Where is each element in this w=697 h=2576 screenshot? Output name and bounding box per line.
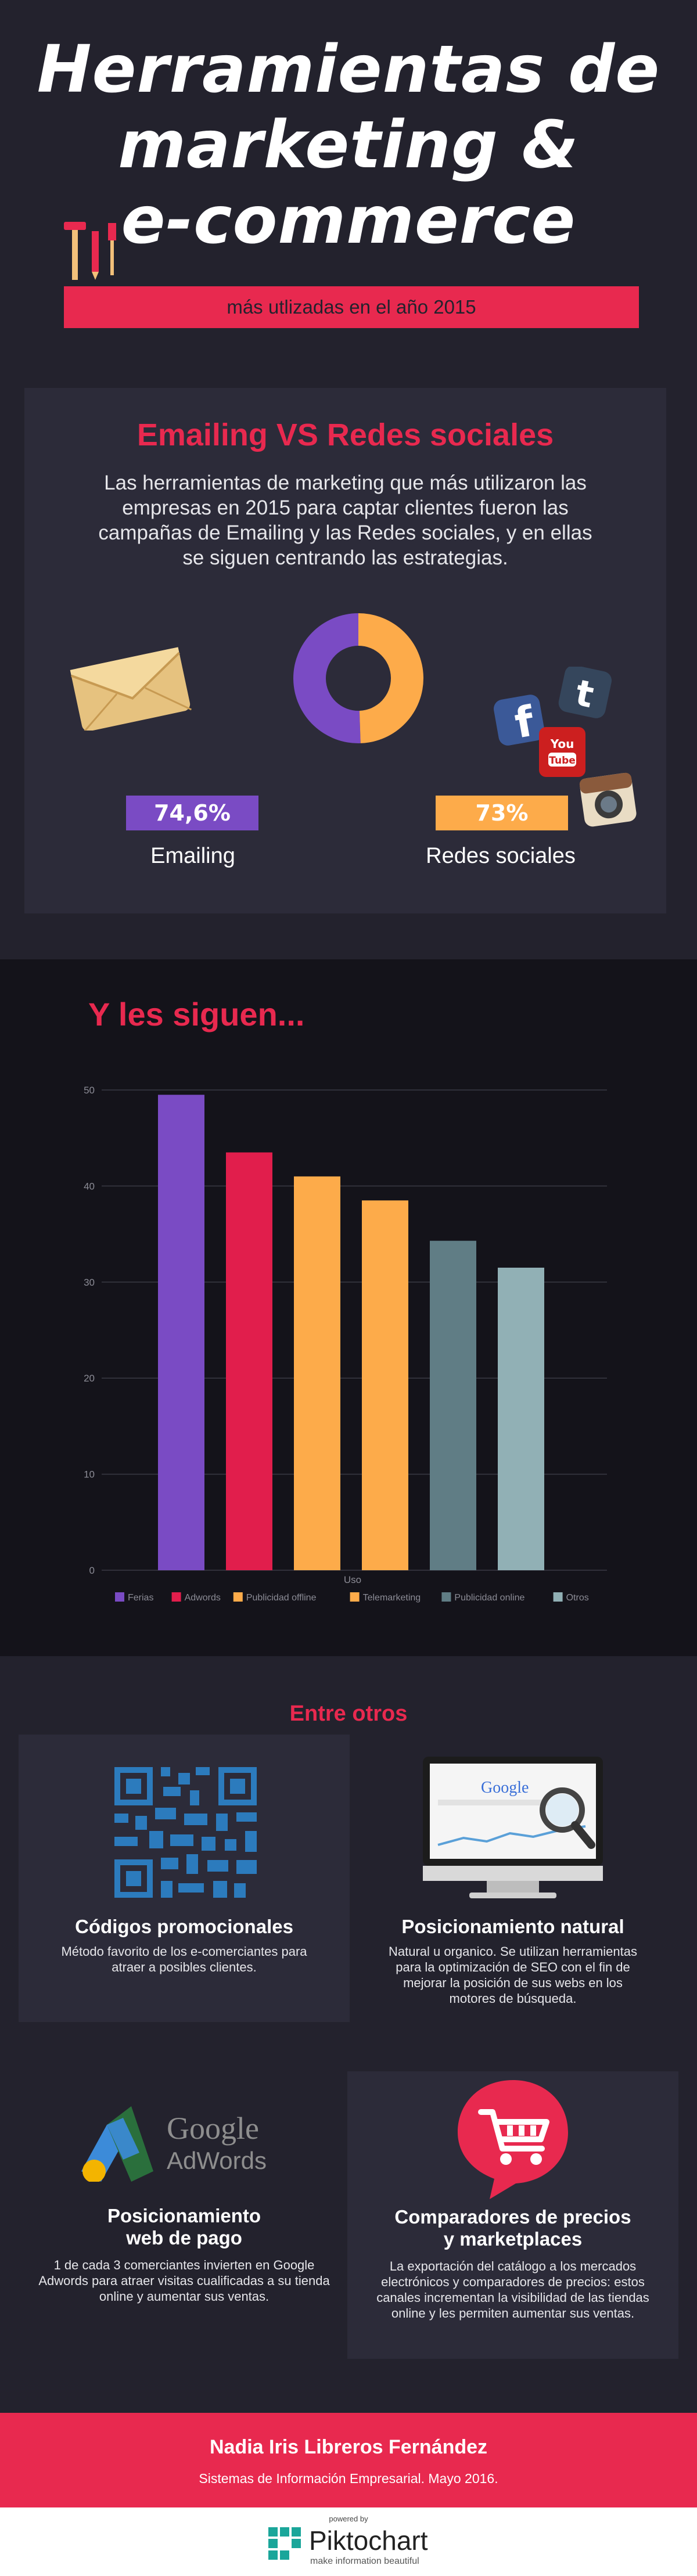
svg-text:AdWords: AdWords <box>167 2147 267 2174</box>
footer-note: Sistemas de Información Empresarial. May… <box>199 2471 498 2486</box>
chart-section-title: Y les siguen... <box>88 996 305 1032</box>
piktochart-logo-icon <box>268 2527 301 2560</box>
comparison-text: Las herramientas de marketing que más ut… <box>98 472 592 569</box>
tumblr-icon: t <box>558 667 612 718</box>
legend-swatch <box>171 1592 181 1602</box>
y-tick-label: 50 <box>84 1085 95 1096</box>
others-title: Entre otros <box>289 1701 408 1726</box>
monitor-search-icon: Google <box>423 1757 603 1898</box>
header-section: Herramientas de marketing & e-commerce m… <box>0 0 697 913</box>
tool-desc-web-de-pago: 1 de cada 3 comerciantes invierten en Go… <box>38 2258 330 2304</box>
piktochart-credit[interactable]: powered by Piktochart make information b… <box>0 2507 697 2576</box>
legend-swatch <box>441 1592 451 1602</box>
envelope-icon <box>70 647 192 731</box>
tool-title-codigos: Códigos promocionales <box>75 1916 293 1937</box>
tool-card-web-de-pago: Google AdWords Posicionamiento web de pa… <box>19 2071 350 2359</box>
subtitle-banner: más utlizadas en el año 2015 <box>64 286 639 328</box>
emailing-label: Emailing <box>150 844 235 868</box>
emailing-percent: 74,6% <box>126 796 258 830</box>
piktochart-brand: Piktochart <box>309 2525 428 2556</box>
bar-ferias <box>158 1095 204 1570</box>
legend-swatch <box>553 1592 563 1602</box>
legend-swatch <box>233 1592 243 1602</box>
page-title: Herramientas de marketing & e-commerce <box>0 32 697 258</box>
tool-card-comparadores: Comparadores de precios y marketplaces L… <box>347 2071 678 2359</box>
tool-title-posicionamiento-natural: Posicionamiento natural <box>401 1916 624 1937</box>
tool-desc-posicionamiento-natural: Natural u organico. Se utilizan herramie… <box>388 1944 637 2006</box>
y-tick-label: 30 <box>84 1277 95 1288</box>
title-line-1: Herramientas de <box>37 32 660 107</box>
bar-adwords <box>226 1152 272 1570</box>
comparison-content: Emailing VS Redes sociales Las herramien… <box>24 388 666 913</box>
y-tick-label: 40 <box>84 1181 95 1192</box>
footer: Nadia Iris Libreros Fernández Sistemas d… <box>0 2413 697 2507</box>
y-tick-label: 10 <box>84 1469 95 1480</box>
redes-percent: 73% <box>436 796 568 830</box>
adwords-logo: Google AdWords <box>81 2106 267 2182</box>
tools-icon <box>64 222 116 280</box>
tool-desc-comparadores: La exportación del catálogo a los mercad… <box>376 2259 649 2320</box>
svg-text:Google: Google <box>481 1779 529 1797</box>
chart-section: Y les siguen... 0 10 20 30 40 50 Uso Ferias Adwo… <box>0 959 697 1656</box>
piktochart-tagline: make information beautiful <box>310 2556 419 2566</box>
bar-otros <box>498 1267 544 1570</box>
others-section: Entre otros Códigos promocionales <box>0 1656 697 2413</box>
shopping-cart-icon <box>458 2080 568 2199</box>
redes-label: Redes sociales <box>426 844 576 868</box>
svg-text:You: You <box>550 737 574 751</box>
x-axis-label: Uso <box>344 1574 361 1585</box>
bar-publicidad-online <box>430 1240 476 1570</box>
y-tick-label: 0 <box>89 1565 95 1576</box>
legend-label: Publicidad offline <box>246 1593 317 1603</box>
social-icons-cluster: f t You Tube <box>494 667 637 827</box>
legend-label: Otros <box>566 1593 589 1603</box>
share-donut-chart <box>293 613 424 743</box>
svg-text:Tube: Tube <box>549 755 576 767</box>
tool-title-comparadores: Comparadores de precios y marketplaces <box>394 2206 631 2250</box>
author-name: Nadia Iris Libreros Fernández <box>209 2436 488 2458</box>
donut-slice-redes <box>358 613 424 743</box>
tool-desc-codigos: Método favorito de los e-comerciantes pa… <box>61 1944 307 1974</box>
legend-label: Publicidad online <box>454 1593 524 1603</box>
qr-code-icon <box>114 1767 257 1898</box>
bar-chart: 0 10 20 30 40 50 Uso Ferias Adwords Publicidad of… <box>84 1085 607 1603</box>
svg-text:Google: Google <box>167 2111 259 2146</box>
legend-label: Telemarketing <box>363 1593 421 1603</box>
powered-by-text: powered by <box>329 2514 368 2523</box>
comparison-title: Emailing VS Redes sociales <box>136 418 554 452</box>
y-tick-label: 20 <box>84 1373 95 1384</box>
title-line-3: e-commerce <box>121 183 576 258</box>
instagram-icon <box>579 772 637 827</box>
youtube-icon: You Tube <box>539 727 585 777</box>
legend-swatch <box>115 1592 124 1602</box>
bar-publicidad-offline <box>294 1176 340 1570</box>
tool-title-web-de-pago: Posicionamiento web de pago <box>107 2205 261 2248</box>
legend-label: Adwords <box>185 1593 221 1603</box>
facebook-icon: f <box>494 695 545 748</box>
legend-swatch <box>350 1592 360 1602</box>
legend-label: Ferias <box>128 1593 153 1603</box>
bar-telemarketing <box>362 1200 408 1570</box>
donut-slice-emailing <box>293 613 361 743</box>
title-line-2: marketing & <box>118 107 579 183</box>
tool-card-posicionamiento-natural: Google Posicionamiento natural Natural u… <box>347 1735 678 2022</box>
tool-card-codigos: Códigos promocionales Método favorito de… <box>19 1735 350 2022</box>
